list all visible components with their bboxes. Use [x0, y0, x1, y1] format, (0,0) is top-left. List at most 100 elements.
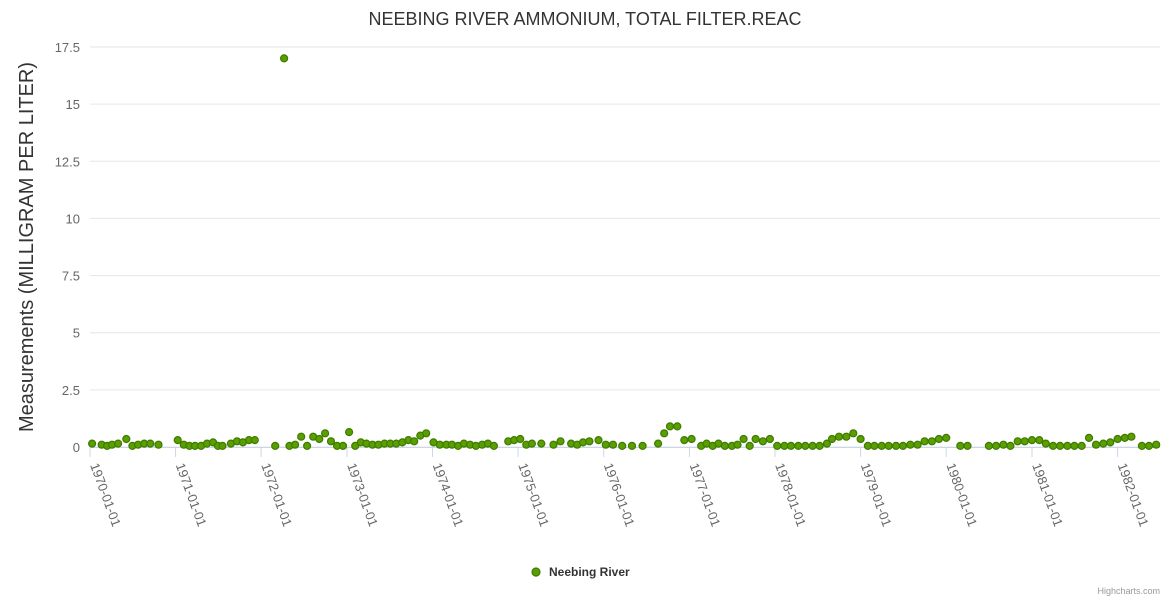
data-point[interactable] [822, 439, 832, 448]
data-point[interactable] [291, 440, 300, 449]
data-point[interactable] [794, 441, 803, 450]
data-point[interactable] [250, 436, 259, 445]
data-point[interactable] [173, 436, 182, 445]
data-point[interactable] [585, 437, 594, 446]
data-point[interactable] [751, 434, 760, 444]
data-point[interactable] [1127, 432, 1136, 441]
data-point[interactable] [660, 429, 669, 438]
data-point[interactable] [527, 439, 537, 448]
data-point[interactable] [856, 434, 865, 444]
data-point[interactable] [984, 441, 994, 450]
data-point[interactable] [827, 434, 837, 444]
data-point[interactable] [913, 440, 922, 449]
data-point[interactable] [218, 441, 227, 450]
data-point[interactable] [410, 437, 419, 446]
data-point[interactable] [1099, 439, 1108, 448]
data-point[interactable] [556, 437, 565, 446]
data-point[interactable] [834, 432, 844, 441]
data-point[interactable] [942, 433, 951, 442]
data-point[interactable] [87, 439, 97, 448]
data-point[interactable] [297, 432, 306, 441]
data-point[interactable] [991, 441, 1001, 450]
data-point[interactable] [1055, 441, 1065, 450]
data-point[interactable] [326, 437, 336, 446]
data-point[interactable] [1006, 441, 1015, 450]
data-point[interactable] [680, 436, 689, 445]
data-point[interactable] [1013, 437, 1022, 446]
data-point[interactable] [1063, 441, 1072, 450]
data-point[interactable] [786, 441, 796, 450]
data-point[interactable] [280, 54, 289, 63]
data-point[interactable] [608, 440, 618, 449]
data-point[interactable] [1152, 440, 1161, 449]
data-point[interactable] [1041, 439, 1050, 448]
data-point[interactable] [956, 441, 965, 450]
data-point[interactable] [815, 441, 824, 450]
data-point[interactable] [1027, 436, 1037, 445]
data-point[interactable] [927, 437, 937, 446]
data-point[interactable] [745, 441, 754, 450]
data-point[interactable] [884, 441, 893, 450]
data-point[interactable] [1113, 434, 1122, 444]
data-point[interactable] [765, 434, 775, 444]
data-point[interactable] [321, 429, 330, 438]
data-point[interactable] [1070, 441, 1079, 450]
data-point[interactable] [877, 441, 886, 450]
data-point[interactable] [1120, 433, 1129, 442]
data-point[interactable] [1144, 441, 1154, 450]
data-point[interactable] [920, 437, 929, 446]
data-point[interactable] [549, 440, 558, 449]
data-point[interactable] [1048, 441, 1058, 450]
data-point[interactable] [1084, 433, 1094, 442]
data-point[interactable] [435, 440, 444, 449]
data-point[interactable] [146, 439, 155, 448]
data-point[interactable] [627, 441, 637, 450]
data-point[interactable] [578, 438, 588, 447]
data-point[interactable] [673, 422, 682, 431]
data-point[interactable] [665, 422, 675, 431]
credits-link[interactable]: Highcharts.com [1097, 586, 1160, 596]
data-point[interactable] [1106, 438, 1115, 447]
data-point[interactable] [842, 432, 851, 441]
data-point[interactable] [780, 441, 789, 450]
legend-label[interactable]: Neebing River [549, 565, 630, 579]
data-point[interactable] [906, 440, 915, 449]
data-point[interactable] [345, 428, 354, 437]
data-point[interactable] [271, 441, 280, 450]
data-point[interactable] [618, 441, 627, 450]
data-point[interactable] [1035, 436, 1044, 445]
data-point[interactable] [801, 441, 810, 450]
data-point[interactable] [303, 441, 312, 450]
data-point[interactable] [739, 434, 748, 444]
data-point[interactable] [422, 429, 431, 438]
data-point[interactable] [687, 434, 696, 444]
data-point[interactable] [338, 441, 348, 450]
data-point[interactable] [999, 440, 1008, 449]
data-point[interactable] [891, 441, 901, 450]
data-point[interactable] [934, 434, 944, 444]
data-point[interactable] [758, 437, 768, 446]
data-point[interactable] [773, 441, 782, 450]
data-point[interactable] [516, 434, 525, 444]
data-point[interactable] [720, 441, 730, 450]
data-point[interactable] [489, 441, 498, 450]
data-point[interactable] [733, 440, 742, 449]
data-point[interactable] [122, 434, 131, 444]
data-point[interactable] [1137, 441, 1147, 450]
data-point[interactable] [638, 441, 647, 450]
data-point[interactable] [315, 434, 324, 444]
data-point[interactable] [601, 440, 610, 449]
data-point[interactable] [963, 441, 972, 450]
data-point[interactable] [154, 440, 163, 449]
data-point[interactable] [537, 439, 546, 448]
data-point[interactable] [849, 429, 858, 438]
data-point[interactable] [594, 436, 603, 445]
data-point[interactable] [653, 439, 663, 448]
data-point[interactable] [808, 441, 817, 450]
legend[interactable]: Neebing River [531, 565, 630, 579]
data-point[interactable] [1077, 441, 1086, 450]
data-point[interactable] [1091, 440, 1101, 449]
data-point[interactable] [870, 441, 879, 450]
data-point[interactable] [898, 441, 908, 450]
data-point[interactable] [113, 439, 123, 448]
